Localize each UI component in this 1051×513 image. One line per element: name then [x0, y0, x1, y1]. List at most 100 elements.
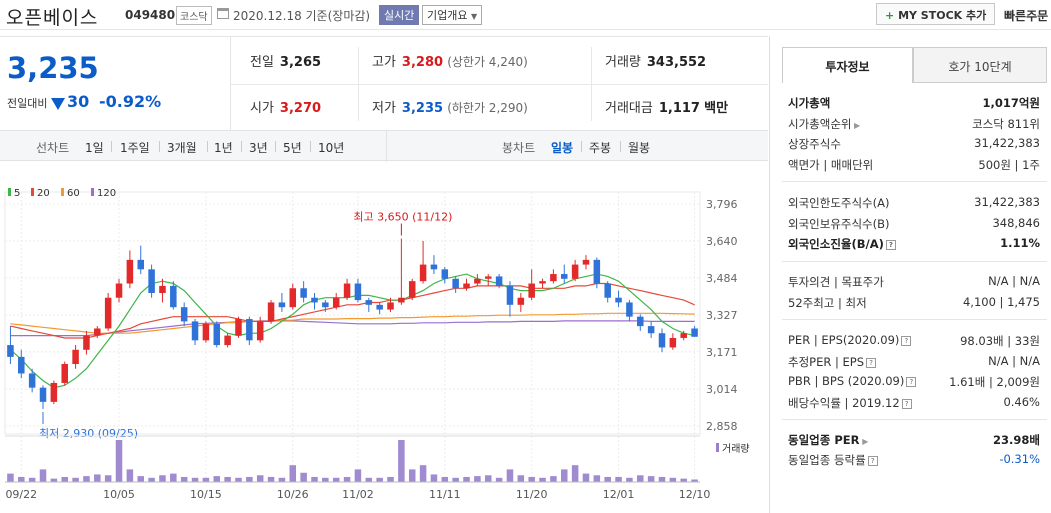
volume-bar	[506, 469, 514, 482]
info-value: 4,100 | 1,475	[962, 295, 1040, 309]
candle-monthly[interactable]: 월봉	[628, 141, 651, 155]
volume-bar	[680, 478, 687, 482]
candle-body	[528, 283, 535, 298]
chevron-right-icon[interactable]: ▶	[859, 437, 869, 446]
help-icon[interactable]: ?	[906, 376, 917, 387]
volume-label: 거래량	[605, 55, 641, 70]
divider	[782, 419, 1047, 420]
change-label: 전일대비	[7, 97, 48, 110]
company-overview-dropdown[interactable]: 기업개요 ▼	[422, 5, 483, 25]
volume-bar	[691, 479, 698, 482]
period-5y[interactable]: 5년	[283, 141, 302, 155]
realtime-button[interactable]: 실시간	[379, 5, 420, 25]
help-icon[interactable]: ?	[885, 239, 896, 250]
x-tick-label: 12/01	[603, 488, 635, 501]
period-1d[interactable]: 1일	[85, 141, 104, 155]
info-value: 1,017억원	[982, 96, 1040, 110]
x-tick-label: 10/26	[277, 488, 309, 501]
amount-label: 거래대금	[605, 101, 653, 116]
help-icon[interactable]: ?	[901, 335, 912, 346]
divider	[782, 319, 1047, 320]
market-badge: 코스닥	[176, 6, 212, 25]
x-tick-label: 10/15	[190, 488, 222, 501]
info-label: 추정PER | EPS?	[788, 354, 877, 370]
info-row: 동일업종 등락률? -0.31%	[788, 452, 1040, 472]
candle-body	[311, 297, 318, 303]
candle-body	[539, 281, 546, 284]
quick-order-link[interactable]: 빠른주문	[1004, 9, 1049, 23]
x-tick-label: 11/11	[429, 488, 461, 501]
ma-line-ma20	[10, 282, 695, 339]
tab-investment-info[interactable]: 투자정보	[782, 47, 913, 83]
volume-bar	[115, 440, 123, 482]
candle-body	[115, 283, 123, 298]
candle-body	[278, 302, 286, 308]
period-1y[interactable]: 1년	[214, 141, 233, 155]
info-label: 외국인보유주식수(B)	[788, 216, 890, 232]
candle-body	[300, 288, 307, 298]
volume-bar	[430, 474, 438, 482]
info-label: 외국인소진율(B/A)?	[788, 236, 896, 252]
help-icon[interactable]: ?	[866, 357, 877, 368]
help-icon[interactable]: ?	[867, 455, 878, 466]
info-label-text: PBR | BPS (2020.09)	[788, 374, 905, 388]
tab-orderbook-10[interactable]: 호가 10단계	[913, 47, 1047, 83]
period-10y[interactable]: 10년	[318, 141, 345, 155]
help-icon[interactable]: ?	[901, 398, 912, 409]
candle-body	[18, 356, 25, 374]
info-row: 외국인한도주식수(A) 31,422,383	[788, 195, 1040, 215]
candle-body	[669, 337, 677, 348]
volume-bar	[61, 476, 68, 482]
info-label-text: 투자의견 | 목표주가	[788, 275, 884, 289]
candle-body	[267, 302, 275, 322]
info-value: 코스닥 811위	[972, 117, 1040, 131]
candle-weekly[interactable]: 주봉	[589, 141, 612, 155]
base-date: 2020.12.18 기준(장마감)	[233, 9, 371, 23]
volume-bar	[582, 473, 590, 482]
info-label: 액면가 | 매매단위	[788, 157, 873, 173]
mystock-add-button[interactable]: + MY STOCK 추가	[876, 3, 996, 25]
stock-header: 오픈베이스 049480 코스닥 2020.12.18 기준(장마감) 실시간 …	[0, 0, 1051, 30]
info-value: 500원 | 1주	[978, 158, 1040, 172]
info-label-text: 외국인소진율(B/A)	[788, 237, 884, 251]
candle-body	[550, 274, 557, 282]
candle-body	[474, 278, 481, 284]
info-value: 23.98배	[993, 433, 1040, 447]
period-1w[interactable]: 1주일	[120, 141, 150, 155]
candle-body	[419, 264, 427, 282]
plus-icon: +	[885, 9, 895, 22]
volume-bar	[332, 477, 340, 482]
volume-bar	[191, 477, 199, 482]
volume-bar	[104, 475, 112, 482]
candle-body	[637, 316, 644, 327]
period-3y[interactable]: 3년	[249, 141, 268, 155]
period-3m[interactable]: 3개월	[167, 141, 197, 155]
legend-swatch	[91, 188, 94, 196]
volume-bar	[311, 476, 318, 482]
price-change: 30	[67, 92, 90, 111]
volume-bar	[39, 469, 47, 482]
chevron-right-icon[interactable]: ▶	[851, 121, 861, 130]
volume-bar	[7, 473, 14, 482]
lower-limit: (하한가 2,290)	[447, 101, 528, 115]
y-tick-label: 3,640	[706, 235, 738, 248]
volume-bar	[28, 477, 36, 482]
ma-line-ma5	[10, 273, 695, 389]
x-tick-label: 11/20	[516, 488, 548, 501]
info-row: 상장주식수 31,422,383	[788, 136, 1040, 156]
divider	[111, 141, 112, 152]
candle-body	[680, 333, 687, 338]
prev-close-label: 전일	[250, 55, 274, 70]
volume-bar	[180, 476, 188, 482]
info-value: 1.61배 | 2,009원	[949, 375, 1040, 389]
candle-body	[408, 281, 416, 298]
plot-area	[4, 191, 701, 435]
volume-bar	[615, 476, 622, 482]
info-label-text: 외국인보유주식수(B)	[788, 217, 890, 231]
high-value: 3,280	[401, 55, 444, 70]
candle-daily[interactable]: 일봉	[551, 141, 574, 155]
volume-bar	[517, 475, 525, 482]
divider	[782, 261, 1047, 262]
stock-candle-chart[interactable]: 2,858 3,014 3,171 3,327 3,484 3,640 3,796 09/22…	[0, 162, 768, 513]
overview-label: 기업개요	[427, 9, 468, 22]
